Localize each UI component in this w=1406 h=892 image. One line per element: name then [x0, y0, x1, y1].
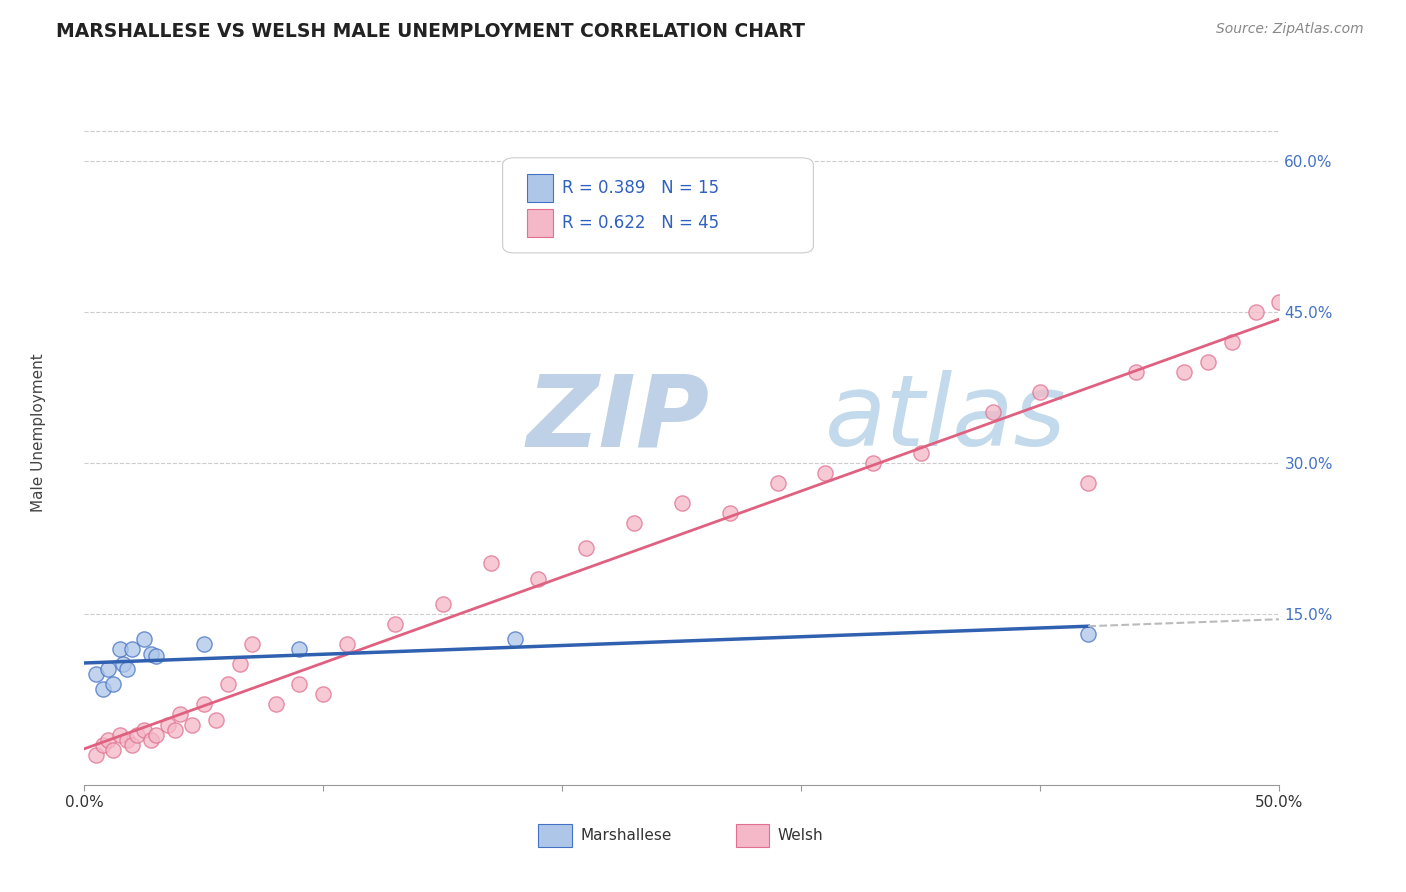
Point [193, 698, 215, 712]
Point [132, 632, 156, 646]
Point [910, 446, 932, 460]
Bar [538, 824, 572, 847]
Point [93, 738, 115, 752]
Point [384, 616, 406, 631]
Bar [527, 210, 553, 237]
Point [814, 466, 837, 480]
Point [125, 728, 148, 742]
Point [217, 677, 239, 691]
Point [264, 698, 287, 712]
Point [1029, 385, 1052, 400]
Text: R = 0.389   N = 15: R = 0.389 N = 15 [562, 179, 720, 197]
Point [503, 632, 526, 646]
Point [145, 728, 167, 742]
Point [527, 572, 550, 586]
Point [336, 637, 359, 651]
Point [101, 677, 124, 691]
Point [111, 657, 134, 672]
Point [181, 717, 204, 731]
Point [981, 405, 1004, 419]
Point [623, 516, 645, 531]
Text: Male Unemployment: Male Unemployment [31, 353, 46, 512]
Point [141, 732, 163, 747]
Point [229, 657, 252, 672]
Point [240, 637, 263, 651]
Point [1077, 475, 1099, 490]
Point [1077, 627, 1099, 641]
Point [1268, 294, 1291, 309]
Point [110, 728, 132, 742]
Point [169, 707, 191, 722]
Text: ZIP: ZIP [527, 370, 710, 467]
Point [93, 682, 115, 697]
Text: MARSHALLESE VS WELSH MALE UNEMPLOYMENT CORRELATION CHART: MARSHALLESE VS WELSH MALE UNEMPLOYMENT C… [56, 22, 806, 41]
Point [1220, 334, 1243, 349]
Point [141, 647, 163, 661]
Point [121, 642, 143, 657]
Point [97, 662, 120, 676]
Text: atlas: atlas [825, 370, 1067, 467]
Point [288, 642, 311, 657]
Point [205, 713, 228, 727]
Point [671, 496, 693, 510]
Point [432, 597, 454, 611]
Point [479, 557, 502, 571]
Point [97, 732, 120, 747]
Point [766, 475, 789, 490]
Point [288, 677, 311, 691]
Point [86, 747, 108, 762]
Bar [527, 174, 553, 202]
Point [862, 456, 884, 470]
Point [101, 742, 124, 756]
FancyBboxPatch shape [503, 158, 814, 253]
Bar [735, 824, 769, 847]
Point [1244, 305, 1267, 319]
Point [86, 667, 108, 681]
Text: Source: ZipAtlas.com: Source: ZipAtlas.com [1216, 22, 1364, 37]
Point [1173, 365, 1195, 379]
Point [117, 732, 139, 747]
Point [110, 642, 132, 657]
Text: Welsh: Welsh [778, 828, 823, 843]
Point [145, 649, 167, 664]
Text: Marshallese: Marshallese [581, 828, 672, 843]
Text: R = 0.622   N = 45: R = 0.622 N = 45 [562, 214, 720, 232]
Point [575, 541, 598, 556]
Point [718, 506, 741, 520]
Point [1125, 365, 1147, 379]
Point [121, 738, 143, 752]
Point [312, 687, 335, 701]
Point [132, 723, 156, 737]
Point [1197, 355, 1219, 369]
Point [117, 662, 139, 676]
Point [193, 637, 215, 651]
Point [157, 717, 180, 731]
Point [165, 723, 187, 737]
